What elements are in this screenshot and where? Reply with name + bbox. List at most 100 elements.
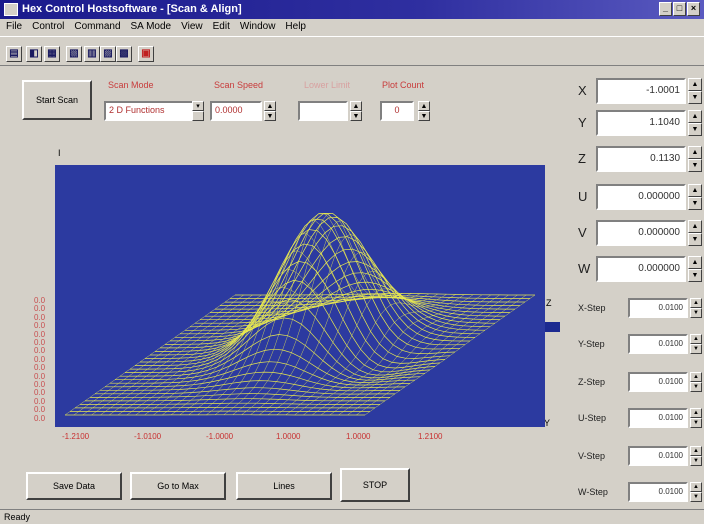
mesh-line xyxy=(338,294,509,416)
scan-speed-spinner[interactable]: ▲ ▼ xyxy=(264,101,276,121)
y-tick-label: 0.0 xyxy=(34,371,46,381)
lower-limit-label: Lower Limit xyxy=(304,80,351,90)
lower-limit-field[interactable] xyxy=(298,101,348,121)
y-tick-label: 0.0 xyxy=(34,312,46,322)
tool-4-icon[interactable]: ▧ xyxy=(66,46,82,62)
zstep-field[interactable]: 0.0100 xyxy=(628,372,688,392)
mesh-line xyxy=(276,288,447,416)
coord-z-spinner[interactable]: ▲ ▼ xyxy=(688,146,702,172)
menu-edit[interactable]: Edit xyxy=(212,21,230,32)
coord-v-field[interactable]: 0.000000 xyxy=(596,220,686,246)
mesh-line xyxy=(311,294,483,416)
coord-z-label: Z xyxy=(578,151,586,166)
mesh-line xyxy=(206,233,377,416)
mesh-line xyxy=(100,294,271,416)
tool-3-icon[interactable]: ▦ xyxy=(44,46,60,62)
coord-u-spinner[interactable]: ▲ ▼ xyxy=(688,184,702,210)
scan-mode-select[interactable]: 2 D Functions xyxy=(104,101,196,121)
scan-mode-label: Scan Mode xyxy=(108,80,154,90)
zstep-spinner[interactable]: ▲ ▼ xyxy=(690,372,702,392)
tool-2-icon[interactable]: ◧ xyxy=(26,46,42,62)
menu-sa-mode[interactable]: SA Mode xyxy=(130,21,172,32)
tool-8-icon[interactable]: ▣ xyxy=(138,46,154,62)
mesh-line xyxy=(267,270,439,416)
coord-z-field[interactable]: 0.1130 xyxy=(596,146,686,172)
mesh-line xyxy=(285,294,456,416)
y-tick-label: 0.0 xyxy=(34,413,46,423)
ustep-spinner[interactable]: ▲ ▼ xyxy=(690,408,702,428)
menu-command[interactable]: Command xyxy=(74,21,121,32)
xstep-field[interactable]: 0.0100 xyxy=(628,298,688,318)
y-tick-label: 0.0 xyxy=(34,346,46,356)
tool-7-icon[interactable]: ▩ xyxy=(116,46,132,62)
mesh-line xyxy=(232,213,403,416)
mesh-line xyxy=(223,213,394,416)
close-button[interactable]: × xyxy=(687,2,700,16)
x-tick-label: 1.2100 xyxy=(418,432,443,441)
coord-v-label: V xyxy=(578,225,587,240)
save-data-button[interactable]: Save Data xyxy=(26,472,122,500)
xstep-spinner[interactable]: ▲ ▼ xyxy=(690,298,702,318)
mesh-line xyxy=(108,294,280,416)
toolbar: ▤ ◧ ▦ ▧ ▥ ▨ ▩ ▣ xyxy=(0,36,704,66)
scan-speed-field[interactable]: 0.0000 xyxy=(210,101,262,121)
coord-y-field[interactable]: 1.1040 xyxy=(596,110,686,136)
ystep-label: Y-Step xyxy=(578,339,605,349)
coord-x-field[interactable]: -1.0001 xyxy=(596,78,686,104)
mesh-line xyxy=(64,294,236,416)
menu-window[interactable]: Window xyxy=(239,21,276,32)
maximize-button[interactable]: □ xyxy=(673,2,686,16)
tool-1-icon[interactable]: ▤ xyxy=(6,46,22,62)
ystep-field[interactable]: 0.0100 xyxy=(628,334,688,354)
menu-control[interactable]: Control xyxy=(32,21,65,32)
coord-x-label: X xyxy=(578,83,587,98)
wstep-spinner[interactable]: ▲ ▼ xyxy=(690,482,702,502)
plot-x-axis-label: Y xyxy=(544,418,551,428)
wstep-label: W-Step xyxy=(578,487,608,497)
coord-y-spinner[interactable]: ▲ ▼ xyxy=(688,110,702,136)
coord-y-label: Y xyxy=(578,115,587,130)
y-tick-label: 0.0 xyxy=(34,304,46,314)
menu-view[interactable]: View xyxy=(181,21,203,32)
plot-count-spinner[interactable]: ▲ ▼ xyxy=(418,101,430,121)
scan-speed-label: Scan Speed xyxy=(214,80,264,90)
title-bar[interactable]: Hex Control Hostsoftware - [Scan & Align… xyxy=(0,0,704,19)
mesh-line xyxy=(197,250,368,416)
mesh-line xyxy=(320,294,492,416)
surface-mesh xyxy=(64,212,536,416)
ystep-spinner[interactable]: ▲ ▼ xyxy=(690,334,702,354)
goto-max-button[interactable]: Go to Max xyxy=(130,472,226,500)
tool-5-icon[interactable]: ▥ xyxy=(84,46,100,62)
x-tick-label: -1.0000 xyxy=(206,432,234,441)
xstep-label: X-Step xyxy=(578,303,606,313)
plot-count-field[interactable]: 0 xyxy=(380,101,414,121)
minimize-button[interactable]: _ xyxy=(659,2,672,16)
menu-file[interactable]: File xyxy=(6,21,23,32)
mesh-line xyxy=(117,294,289,416)
status-bar: Ready xyxy=(0,509,704,524)
stop-button[interactable]: STOP xyxy=(340,468,410,502)
plot-color-marker xyxy=(545,322,560,332)
menu-help[interactable]: Help xyxy=(285,21,306,32)
lower-limit-spinner[interactable]: ▲ ▼ xyxy=(350,101,362,121)
coord-v-spinner[interactable]: ▲ ▼ xyxy=(688,220,702,246)
coord-w-field[interactable]: 0.000000 xyxy=(596,256,686,282)
surface-plot[interactable] xyxy=(55,165,545,427)
vstep-spinner[interactable]: ▲ ▼ xyxy=(690,446,702,466)
start-scan-button[interactable]: Start Scan xyxy=(22,80,92,120)
coord-w-spinner[interactable]: ▲ ▼ xyxy=(688,256,702,282)
y-tick-label: 0.0 xyxy=(34,363,46,373)
y-tick-label: 0.0 xyxy=(34,338,46,347)
coord-u-field[interactable]: 0.000000 xyxy=(596,184,686,210)
scan-mode-dropdown[interactable]: ▾ xyxy=(192,101,204,121)
tool-6-icon[interactable]: ▨ xyxy=(100,46,116,62)
menu-bar: File Control Command SA Mode View Edit W… xyxy=(0,19,704,35)
window-title: Hex Control Hostsoftware - [Scan & Align… xyxy=(22,3,242,15)
mesh-line xyxy=(214,220,386,416)
vstep-field[interactable]: 0.0100 xyxy=(628,446,688,466)
coord-x-spinner[interactable]: ▲ ▼ xyxy=(688,78,702,104)
ustep-field[interactable]: 0.0100 xyxy=(628,408,688,428)
wstep-field[interactable]: 0.0100 xyxy=(628,482,688,502)
lines-button[interactable]: Lines xyxy=(236,472,332,500)
mesh-line xyxy=(329,294,500,416)
